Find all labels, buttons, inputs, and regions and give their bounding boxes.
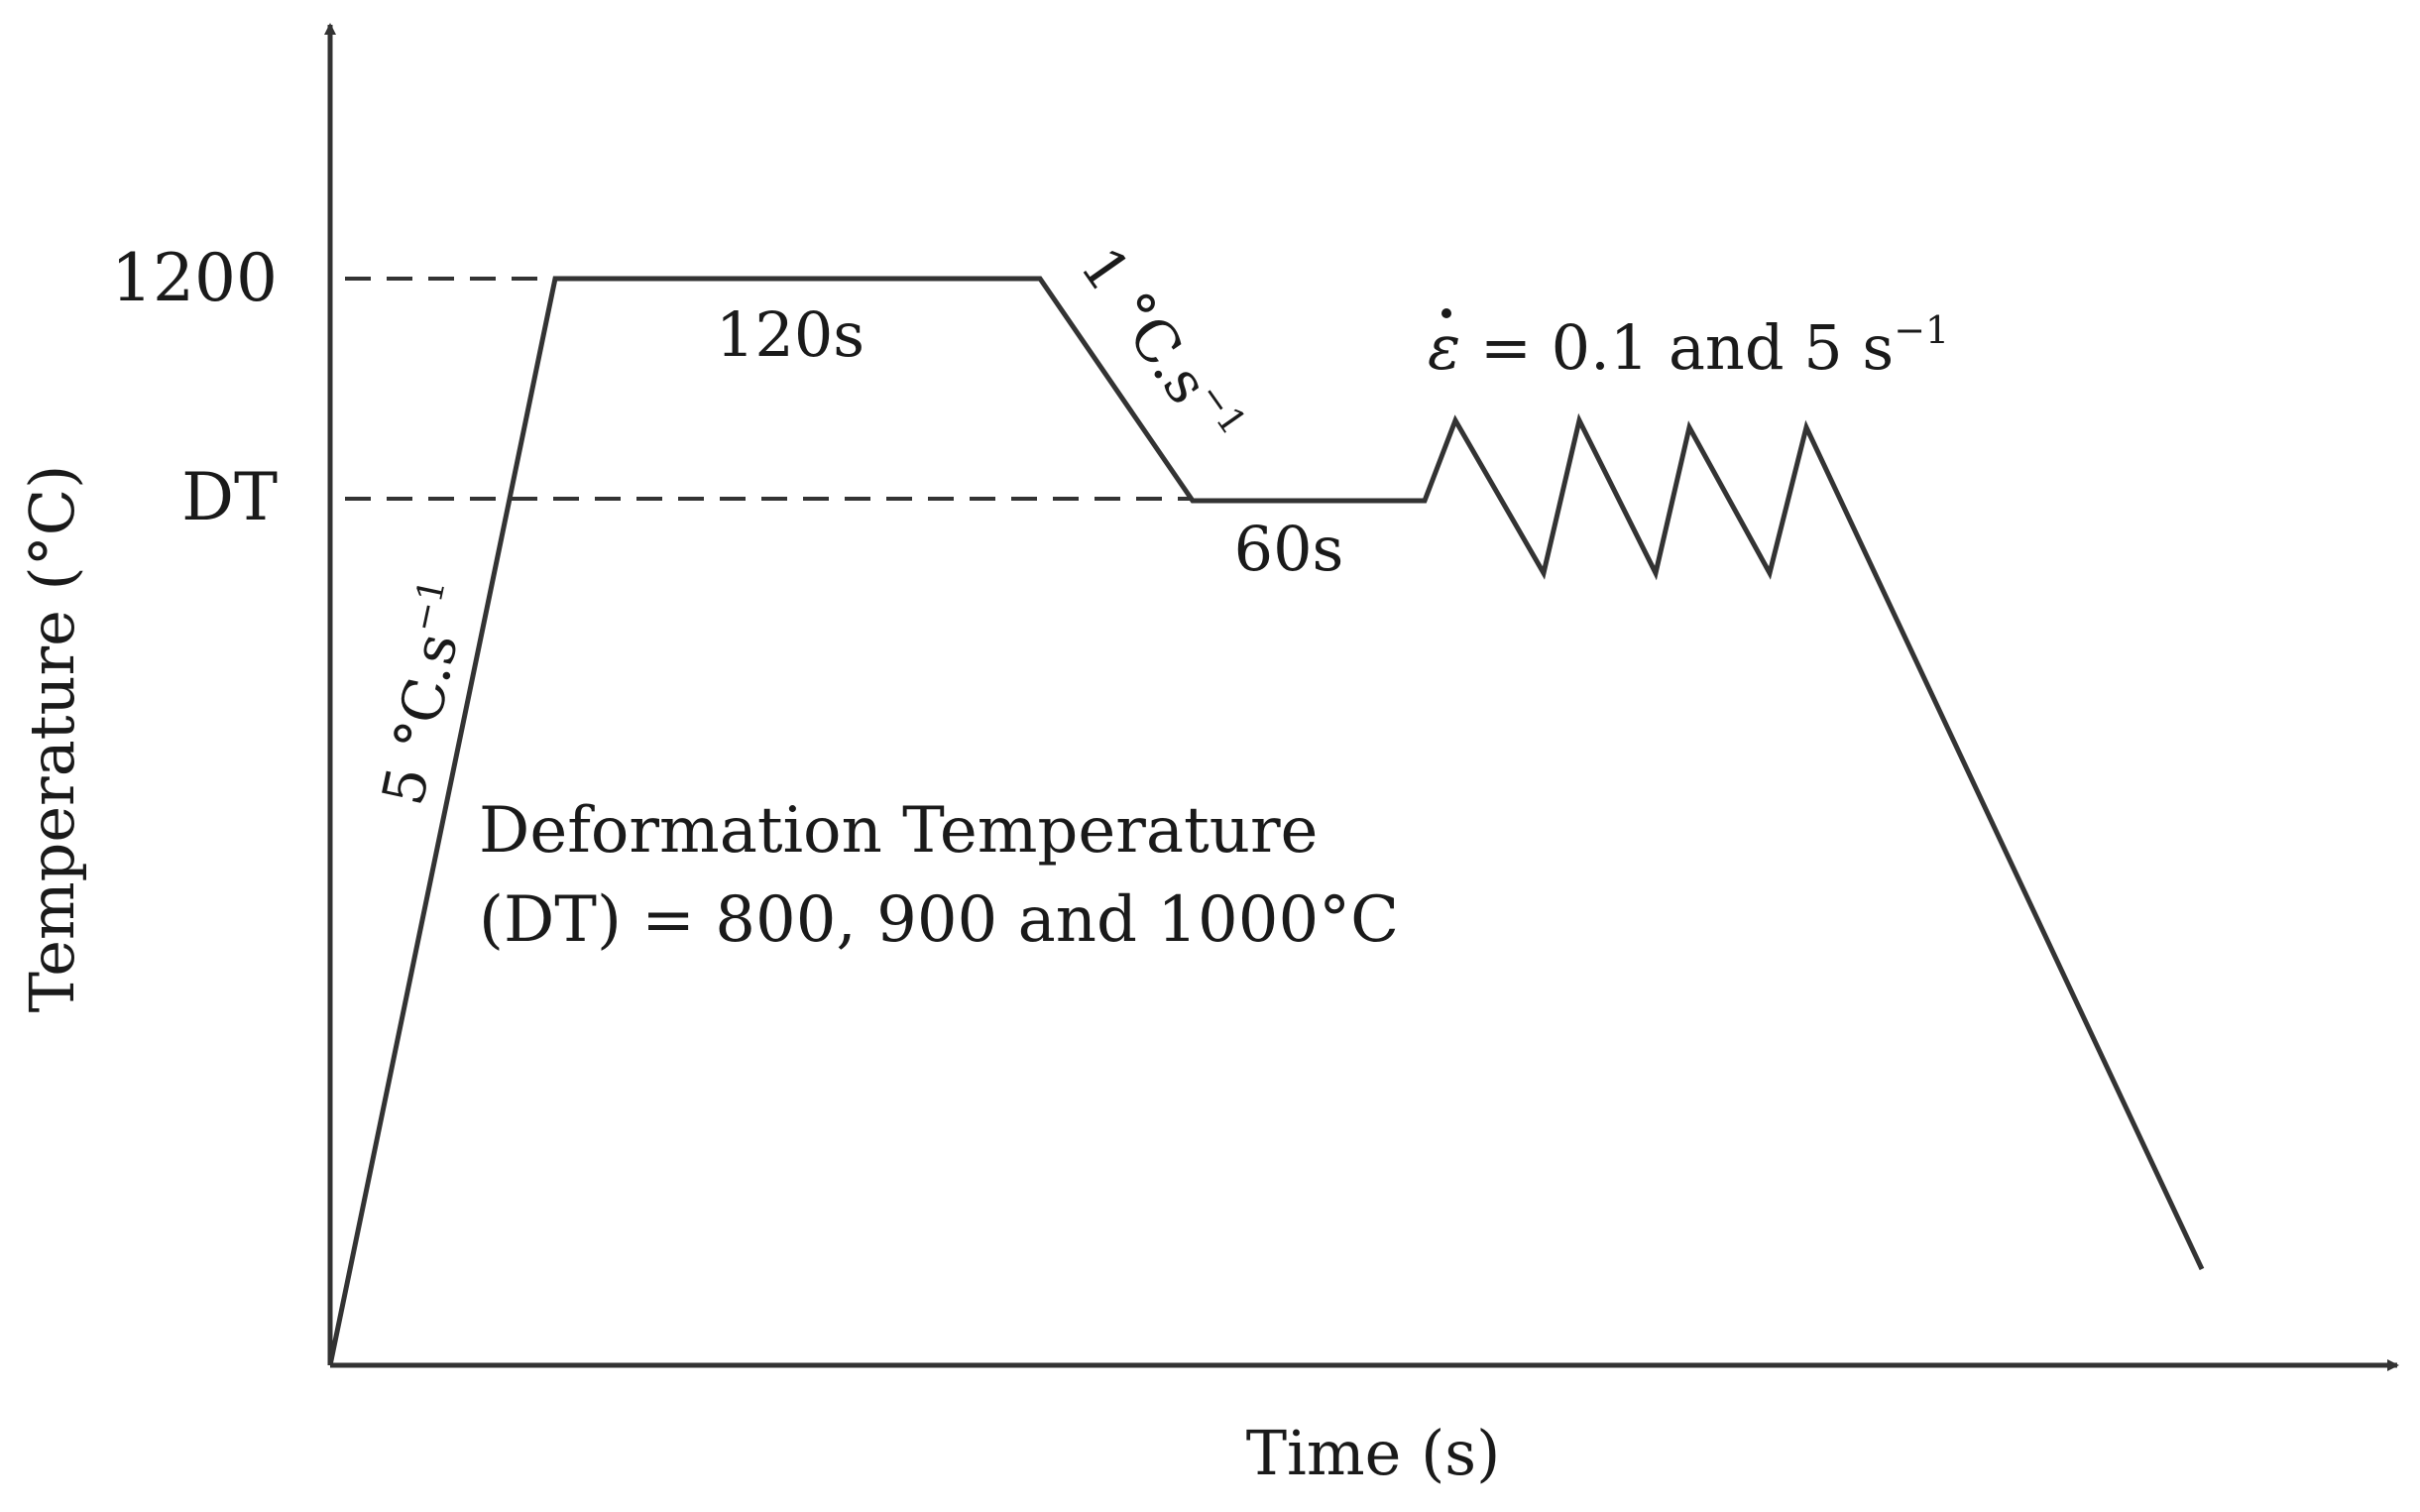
tick-label-dt: DT xyxy=(181,459,278,535)
hold-time-dt-label: 60s xyxy=(1234,513,1344,585)
schedule-path xyxy=(327,276,2205,1366)
deformation-temperature-note-line2: (DT) = 800, 900 and 1000°C xyxy=(479,883,1399,957)
deformation-temperature-note-line1: Deformation Temperature xyxy=(479,794,1318,868)
hold-time-high-label: 120s xyxy=(716,298,864,371)
cooling-rate-label: 1 °C.s−1 xyxy=(1068,234,1254,459)
heating-rate-label: 5 °C.s−1 xyxy=(367,575,482,811)
y-axis-label: Temperature (°C) xyxy=(16,465,88,1013)
x-axis-label: Time (s) xyxy=(1246,1417,1501,1489)
strain-rate-label: ε = 0.1 and 5 s−1 xyxy=(1428,308,1949,384)
strain-rate-symbol: ε xyxy=(1428,311,1460,384)
heating-rate-exponent: −1 xyxy=(403,575,454,635)
strain-rate-exponent: −1 xyxy=(1894,308,1949,352)
tick-label-1200: 1200 xyxy=(111,240,278,316)
strain-rate-dot xyxy=(1441,308,1451,318)
